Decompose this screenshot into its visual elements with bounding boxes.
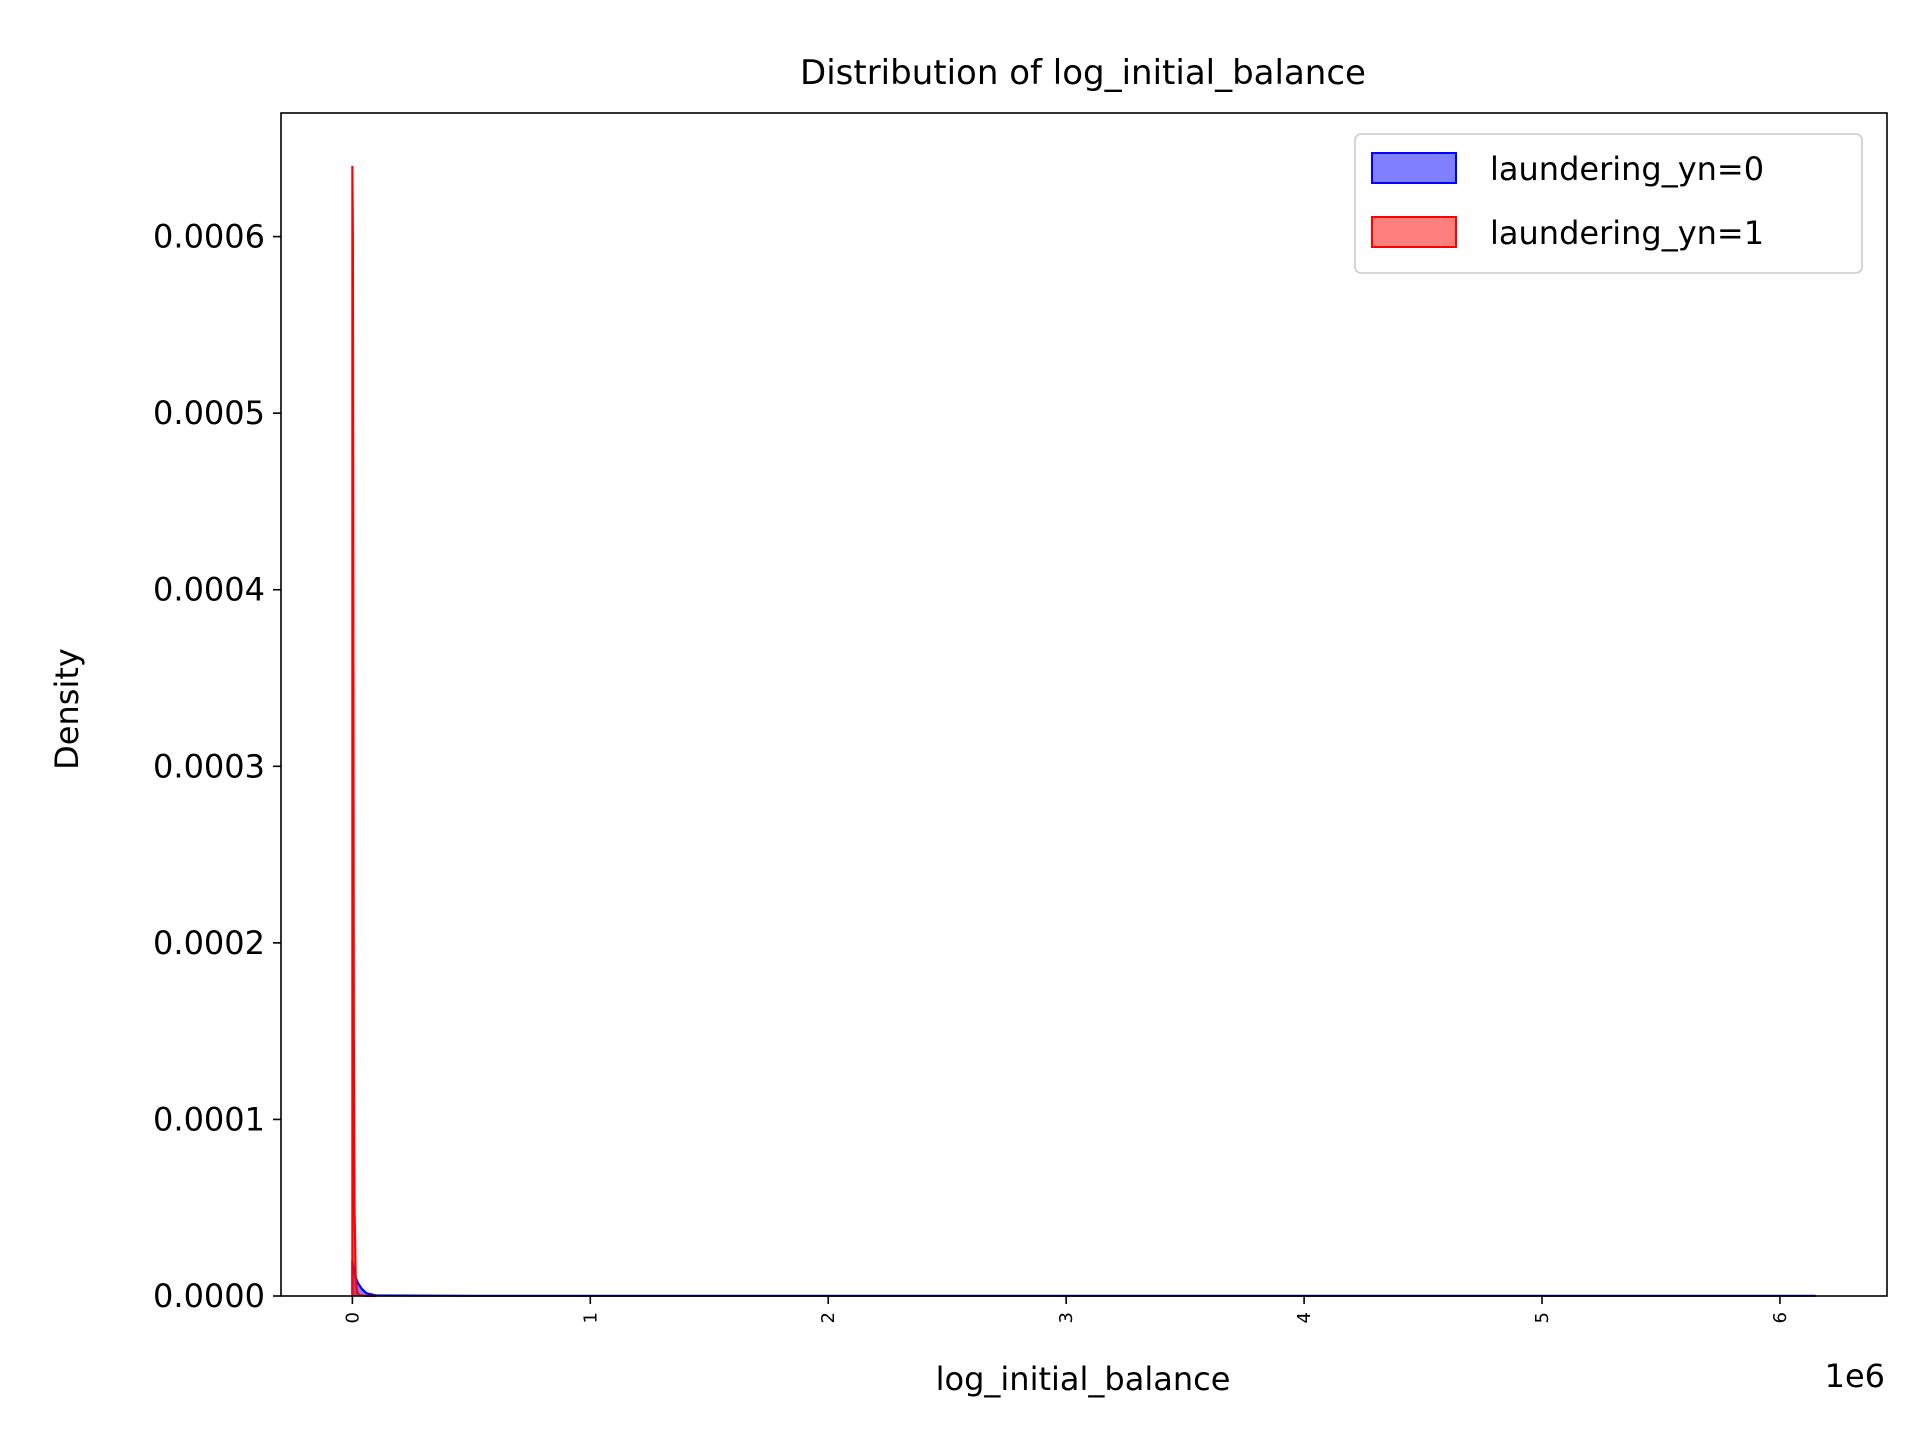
x-tick-label: 5 [1532,1312,1553,1323]
y-tick-label: 0.0000 [153,1277,265,1315]
y-axis: 0.0000 0.0001 0.0002 0.0003 0.0004 0.0005 0.00… [153,218,281,1315]
series-layer [351,165,1816,1298]
x-axis-offset-label: 1e6 [1825,1357,1885,1395]
density-fill-1 [352,165,377,1297]
y-tick-label: 0.0006 [153,218,265,256]
x-axis-label: log_initial_balance [936,1360,1231,1398]
density-fill-0 [352,1260,1816,1296]
x-axis: 0 1 2 3 4 5 6 [342,1296,1791,1323]
y-tick-label: 0.0004 [153,571,265,609]
plot-frame [280,112,1888,1297]
x-tick-label: 2 [818,1312,839,1323]
x-tick-label: 1 [580,1312,601,1323]
y-axis-label: Density [48,648,86,770]
legend-swatch-laundering-0 [1371,152,1457,184]
density-line-0 [351,1260,1816,1297]
legend-frame [1354,133,1863,274]
legend-swatch-laundering-1 [1371,216,1457,248]
density-line-1 [351,165,377,1298]
y-tick-label: 0.0005 [153,394,265,432]
chart-title: Distribution of log_initial_balance [800,53,1366,93]
legend-label-laundering-1: laundering_yn=1 [1490,214,1764,252]
x-tick-label: 3 [1056,1312,1077,1323]
y-tick-label: 0.0002 [153,924,265,962]
legend: laundering_yn=0 laundering_yn=1 [1354,133,1863,274]
x-tick-label: 0 [342,1312,363,1323]
y-tick-label: 0.0001 [153,1100,265,1138]
x-tick-label: 6 [1770,1312,1791,1323]
y-tick-label: 0.0003 [153,747,265,785]
legend-label-laundering-0: laundering_yn=0 [1490,150,1764,188]
x-tick-label: 4 [1294,1312,1315,1323]
